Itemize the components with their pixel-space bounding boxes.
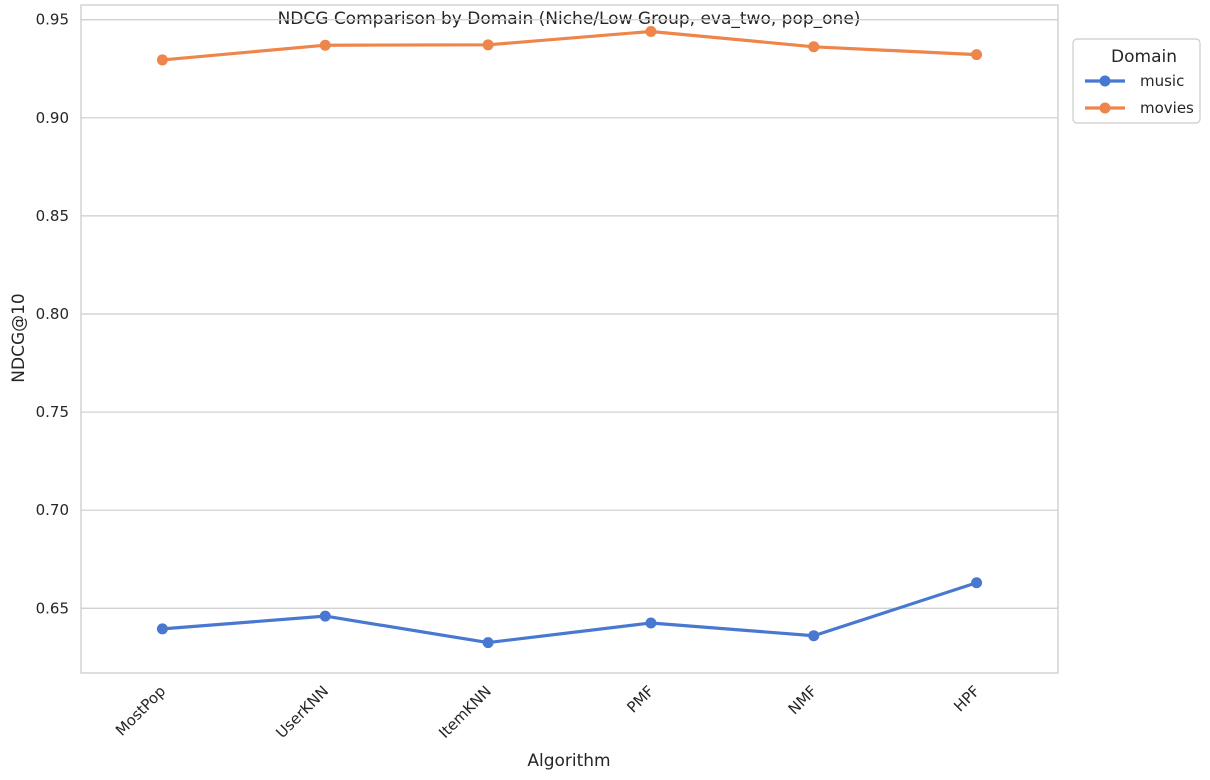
legend-item-music: music [1085,72,1184,90]
data-point [808,41,820,53]
y-axis-title: NDCG@10 [9,293,29,382]
y-tick-label: 0.85 [36,207,69,225]
chart-title: NDCG Comparison by Domain (Niche/Low Gro… [278,9,861,29]
data-point [808,630,820,642]
y-tick-label: 0.65 [36,599,69,617]
data-point [971,49,983,61]
legend-marker [1099,102,1111,114]
data-point [156,623,168,635]
legend-box [1072,38,1201,124]
x-tick-label: UserKNN [272,682,332,742]
y-tick-label: 0.95 [36,11,69,29]
x-axis-title: Algorithm [527,751,610,771]
plot-frame [80,4,1059,674]
data-point [971,577,983,589]
data-point [156,54,168,66]
x-tick-label: PMF [623,682,657,716]
legend: Domain music movies [1072,38,1201,124]
series-line [160,29,979,62]
x-tick-label: ItemKNN [435,682,495,742]
legend-item-movies: movies [1085,99,1194,117]
x-tick-label: MostPop [112,682,169,739]
series-lines [156,25,983,649]
legend-marker [1099,75,1111,87]
data-point [645,617,657,629]
y-tick-label: 0.80 [36,305,69,323]
data-point [645,25,657,37]
grid-lines [81,19,1058,609]
series-music [156,577,983,649]
x-axis-ticks: MostPop UserKNN ItemKNN PMF NMF HPF [112,682,983,742]
data-point [482,39,494,51]
y-tick-label: 0.70 [36,501,69,519]
series-line [160,581,979,645]
data-point [482,637,494,649]
data-point [319,610,331,622]
legend-title: Domain [1111,47,1177,67]
series-movies [156,25,983,66]
data-point [319,39,331,51]
x-tick-label: NMF [785,682,821,718]
legend-items: music movies [1085,72,1194,117]
legend-label: movies [1140,99,1194,117]
x-tick-label: HPF [950,682,983,715]
y-axis-ticks: 0.65 0.70 0.75 0.80 0.85 0.90 0.95 [36,11,69,618]
y-tick-label: 0.90 [36,109,69,127]
y-tick-label: 0.75 [36,403,69,421]
legend-label: music [1140,72,1184,90]
